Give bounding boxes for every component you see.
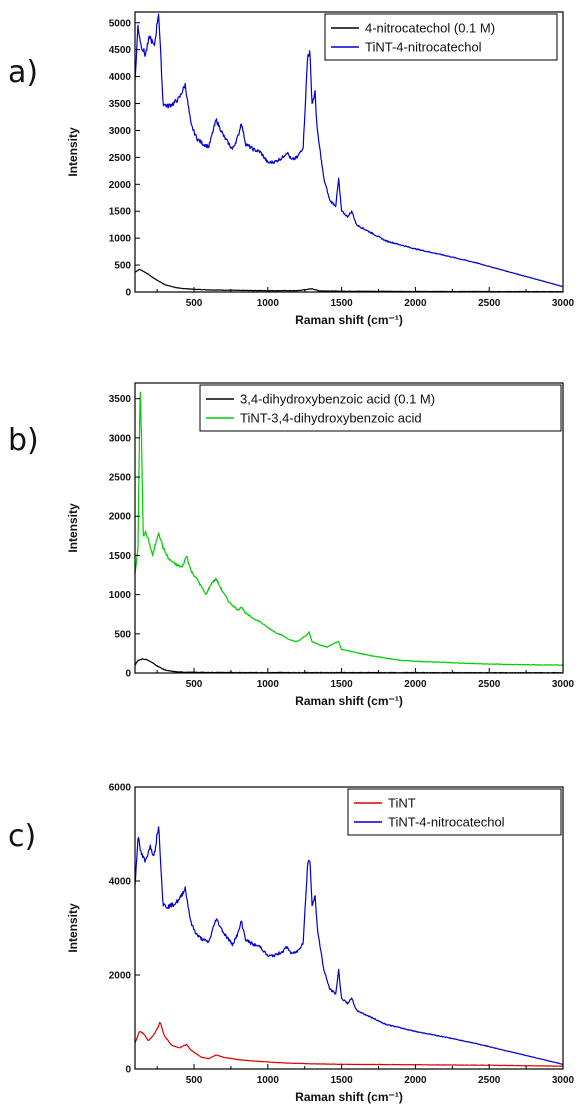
x-tick-label: 2500 <box>478 1075 501 1086</box>
series-line-1 <box>135 658 563 673</box>
y-axis-title: Intensity <box>66 503 80 553</box>
x-tick-label: 1000 <box>257 679 280 690</box>
y-tick-label: 4500 <box>109 45 132 56</box>
series-group <box>135 391 563 673</box>
series-line-1 <box>135 268 563 292</box>
series-line-2 <box>135 391 563 667</box>
y-tick-label: 0 <box>125 1065 131 1076</box>
x-axis-title: Raman shift (cm⁻¹) <box>295 694 403 708</box>
y-tick-label: 1500 <box>109 551 132 562</box>
x-tick-label: 2000 <box>404 679 427 690</box>
legend-box <box>324 13 558 61</box>
y-tick-label: 500 <box>114 629 131 640</box>
x-tick-label: 500 <box>186 298 203 309</box>
y-tick-label: 2500 <box>109 473 132 484</box>
y-tick-label: 2000 <box>109 971 132 982</box>
legend-entry: 4-nitrocatechol (0.1 M) <box>365 21 495 36</box>
series-line-2 <box>135 826 563 1065</box>
legend-entry: 3,4-dihydroxybenzoic acid (0.1 M) <box>240 392 435 407</box>
y-tick-label: 0 <box>125 288 131 299</box>
y-axis-title: Intensity <box>66 903 80 953</box>
x-axis-title: Raman shift (cm⁻¹) <box>295 313 403 327</box>
y-tick-label: 3500 <box>109 394 132 405</box>
x-tick-label: 500 <box>186 1075 203 1086</box>
x-tick-label: 2500 <box>478 679 501 690</box>
x-tick-label: 1500 <box>330 679 353 690</box>
y-tick-label: 4000 <box>109 877 132 888</box>
x-tick-label: 3000 <box>552 298 575 309</box>
y-tick-label: 4000 <box>109 72 132 83</box>
x-tick-label: 2500 <box>478 298 501 309</box>
plot-frame <box>134 11 564 293</box>
series-group <box>135 826 563 1067</box>
x-tick-label: 2000 <box>404 298 427 309</box>
legend-box <box>347 788 562 836</box>
panel-letter: c) <box>8 819 36 854</box>
y-tick-label: 500 <box>114 261 131 272</box>
legend-entry: TiNT-4-nitrocatechol <box>365 40 482 55</box>
x-axis-title: Raman shift (cm⁻¹) <box>295 1090 403 1104</box>
y-axis-title: Intensity <box>66 127 80 177</box>
x-tick-label: 1500 <box>330 298 353 309</box>
y-tick-label: 3500 <box>109 99 132 110</box>
plot-frame <box>134 786 564 1070</box>
y-tick-label: 3000 <box>109 433 132 444</box>
y-tick-label: 2500 <box>109 153 132 164</box>
chart-panel-2: b) 500 1000 1500 2000 2500 3000 0 500 1000 1500 200… <box>8 382 575 708</box>
y-tick-label: 2000 <box>109 180 132 191</box>
x-tick-label: 500 <box>186 679 203 690</box>
y-tick-label: 0 <box>125 669 131 680</box>
chart-panel-3: c) 500 1000 1500 2000 2500 3000 0 2000 4000 6000 Ra… <box>8 783 575 1105</box>
x-tick-label: 1000 <box>257 1075 280 1086</box>
plot-frame <box>134 382 564 674</box>
y-tick-label: 1000 <box>109 590 132 601</box>
x-tick-label: 2000 <box>404 1075 427 1086</box>
x-tick-label: 3000 <box>552 679 575 690</box>
chart-panel-1: a) 500 1000 1500 2000 2500 3000 0 500 1000 1500 200… <box>8 11 575 327</box>
legend-entry: TiNT-3,4-dihydroxybenzoic acid <box>240 411 422 426</box>
panel-letter: b) <box>8 423 39 458</box>
x-tick-label: 1500 <box>330 1075 353 1086</box>
legend-box <box>199 384 562 432</box>
legend-entry: TiNT-4-nitrocatechol <box>388 815 505 830</box>
y-tick-label: 1000 <box>109 234 132 245</box>
series-line-1 <box>135 1021 563 1067</box>
y-tick-label: 1500 <box>109 207 132 218</box>
y-tick-label: 6000 <box>109 783 132 794</box>
y-tick-label: 5000 <box>109 18 132 29</box>
series-line-2 <box>135 13 563 287</box>
panel-letter: a) <box>8 55 38 90</box>
y-tick-label: 3000 <box>109 126 132 137</box>
x-tick-label: 1000 <box>257 298 280 309</box>
legend-entry: TiNT <box>388 796 416 811</box>
x-tick-label: 3000 <box>552 1075 575 1086</box>
y-tick-label: 2000 <box>109 512 132 523</box>
